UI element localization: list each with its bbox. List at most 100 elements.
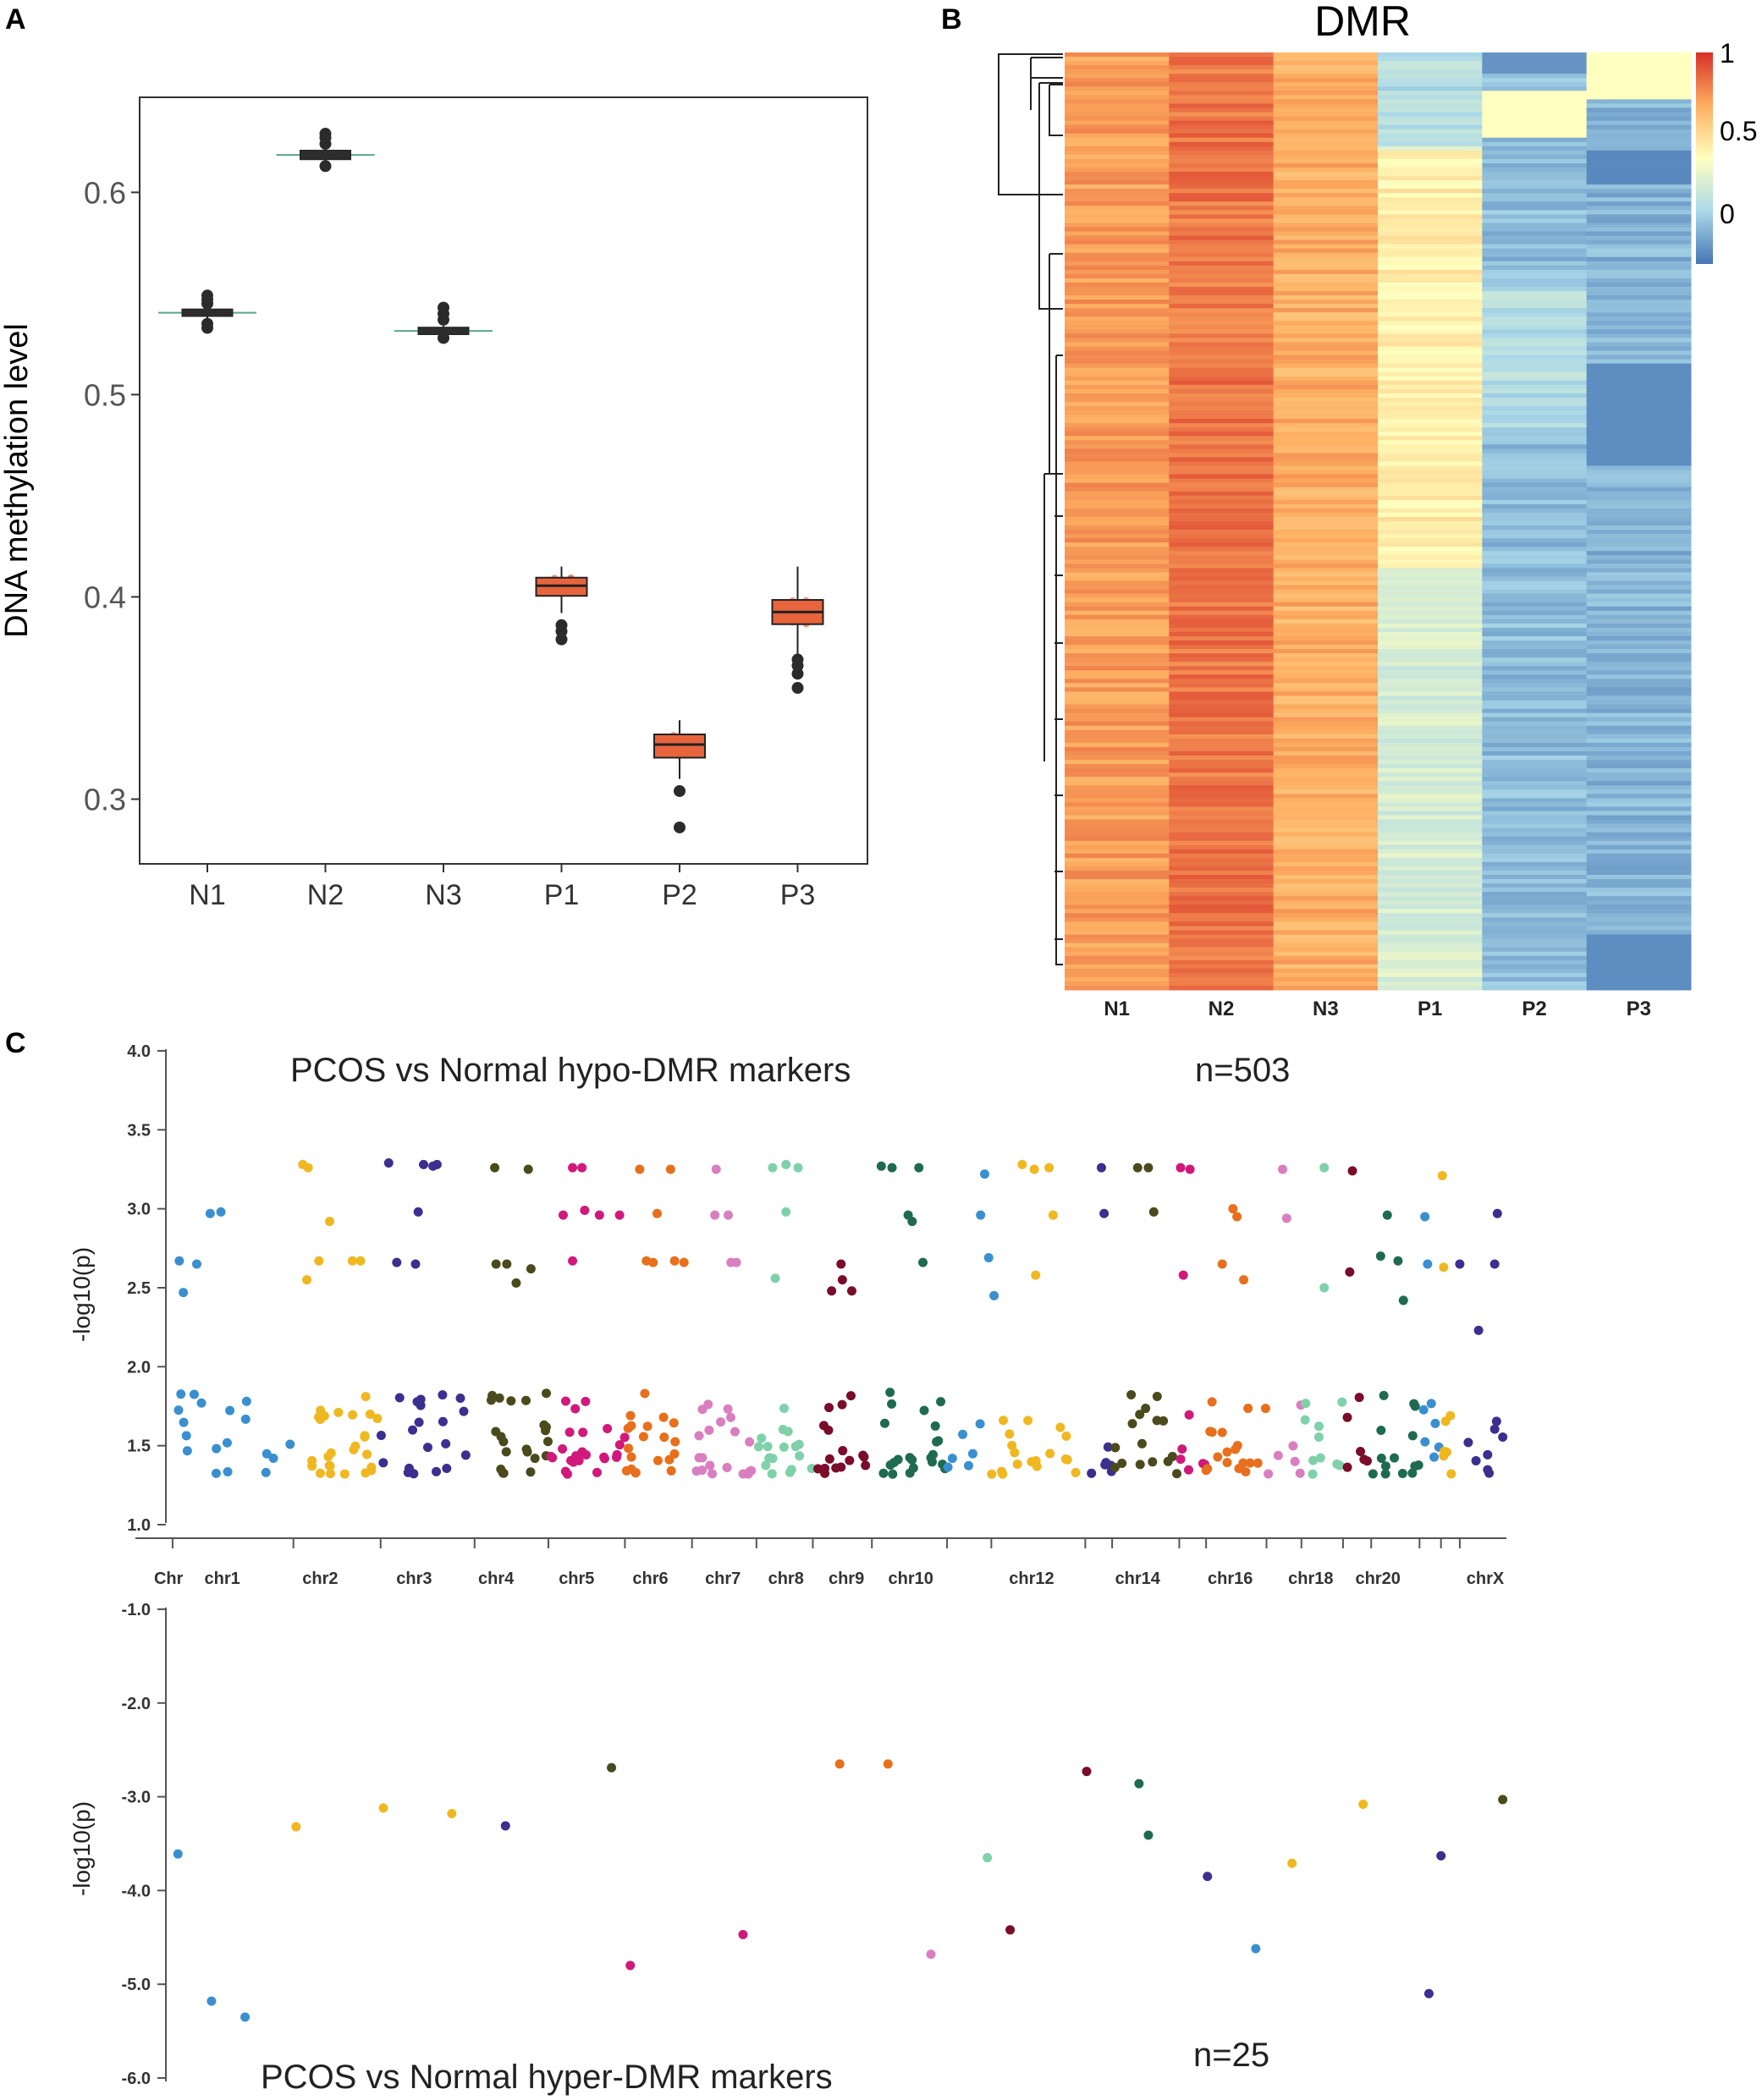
heatmap-cell — [1273, 444, 1379, 449]
heatmap-cell — [1378, 107, 1483, 113]
heatmap-cell — [1169, 393, 1275, 399]
heatmap-cell — [1482, 350, 1588, 356]
heatmap-cell — [1065, 742, 1170, 748]
heatmap-cell — [1482, 712, 1588, 718]
heatmap-cell — [1065, 512, 1170, 518]
heatmap-cell — [1273, 363, 1379, 369]
heatmap-cell — [1586, 597, 1692, 603]
heatmap-cell — [1065, 457, 1170, 462]
heatmap-cell — [1169, 602, 1275, 607]
heatmap-cell — [1378, 679, 1483, 684]
hypo-dmr-point — [307, 1455, 317, 1465]
hypo-dmr-point — [837, 1399, 847, 1410]
heatmap-cell — [1273, 312, 1379, 317]
heatmap-cell — [1586, 342, 1692, 348]
chromosome-label: chr5 — [559, 1570, 594, 1588]
heatmap-cell — [1065, 627, 1170, 633]
heatmap-cell — [1065, 176, 1170, 181]
heatmap-cell — [1273, 921, 1379, 926]
heatmap-cell — [1378, 750, 1483, 756]
heatmap-cell — [1065, 679, 1170, 684]
heatmap-cell — [1586, 141, 1692, 147]
heatmap-cell — [1065, 248, 1170, 254]
heatmap-cell — [1169, 534, 1275, 539]
hypo-dmr-point — [694, 1453, 704, 1463]
heatmap-cell — [1586, 86, 1692, 91]
hypo-dmr-point — [1418, 1405, 1429, 1415]
chromosome-label: chr14 — [1115, 1570, 1161, 1588]
hypo-dmr-point — [708, 1469, 718, 1479]
hypo-dmr-point — [1407, 1431, 1418, 1441]
hypo-dmr-point — [223, 1467, 233, 1477]
heatmap-cell — [1482, 679, 1588, 684]
heatmap-cell — [1586, 95, 1692, 100]
hypo-dmr-point — [963, 1460, 973, 1471]
hypo-dmr-point — [1048, 1210, 1058, 1220]
heatmap-cell — [1065, 146, 1170, 151]
heatmap-cell — [1482, 107, 1588, 113]
heatmap-cell — [1586, 947, 1692, 953]
heatmap-cell — [1065, 355, 1170, 360]
hypo-dmr-point — [174, 1256, 184, 1266]
hyper-dmr-point — [240, 2012, 251, 2022]
box-outlier-point — [438, 301, 449, 314]
heatmap-cell — [1169, 572, 1275, 577]
hypo-dmr-point — [669, 1256, 680, 1266]
hypo-dmr-point — [1087, 1468, 1097, 1478]
chromosome-label: chr16 — [1208, 1570, 1253, 1588]
heatmap-cell — [1065, 133, 1170, 139]
heatmap-cell — [1378, 338, 1483, 343]
heatmap-cell — [1273, 811, 1379, 816]
heatmap-cell — [1065, 218, 1170, 223]
heatmap-cell — [1273, 781, 1379, 786]
heatmap-cell — [1482, 214, 1588, 219]
heatmap-cell — [1586, 934, 1692, 940]
hypo-dmr-point — [1152, 1391, 1162, 1401]
heatmap-cell — [1169, 197, 1275, 202]
heatmap-cell — [1378, 589, 1483, 595]
heatmap-cell — [1169, 248, 1275, 254]
hypo-dmr-point — [1278, 1164, 1288, 1174]
heatmap-cell — [1378, 951, 1483, 957]
heatmap-cell — [1482, 176, 1588, 181]
heatmap-cell — [1065, 662, 1170, 667]
heatmap-cell — [1065, 806, 1170, 811]
heatmap-cell — [1482, 74, 1588, 79]
heatmap-cell — [1482, 384, 1588, 390]
heatmap-cell — [1378, 921, 1483, 926]
heatmap-cell — [1482, 695, 1588, 701]
heatmap-cell — [1065, 853, 1170, 859]
heatmap-cell — [1586, 133, 1692, 139]
heatmap-cell — [1273, 844, 1379, 850]
heatmap-cell — [1065, 781, 1170, 786]
heatmap-cell — [1273, 614, 1379, 620]
heatmap-cell — [1586, 853, 1692, 859]
heatmap-cell — [1169, 99, 1275, 104]
heatmap-cell — [1482, 836, 1588, 842]
hyper-dmr-point — [206, 1996, 217, 2006]
panel-c-bottom-y-ticks: -1.0-2.0-3.0-4.0-5.0-6.0 — [122, 1601, 166, 2088]
heatmap-cell — [1169, 756, 1275, 761]
colorbar-tick-label: 0 — [1720, 199, 1735, 229]
heatmap-cell — [1482, 861, 1588, 867]
heatmap-cell — [1482, 934, 1588, 940]
heatmap-cell — [1273, 695, 1379, 701]
heatmap-cell — [1586, 614, 1692, 620]
heatmap-cell — [1065, 278, 1170, 283]
hypo-dmr-point — [315, 1468, 325, 1478]
heatmap-cell — [1065, 410, 1170, 415]
hypo-dmr-point — [339, 1469, 350, 1479]
heatmap-cell — [1586, 189, 1692, 194]
hypo-dmr-point — [1007, 1440, 1017, 1450]
heatmap-cell — [1169, 499, 1275, 505]
heatmap-cell — [1169, 913, 1275, 918]
heatmap-cell — [1273, 756, 1379, 761]
hypo-dmr-point — [1045, 1449, 1055, 1459]
hypo-dmr-point — [885, 1460, 895, 1470]
heatmap-cell — [1482, 742, 1588, 748]
heatmap-cell — [1169, 827, 1275, 833]
hypo-dmr-point — [314, 1256, 324, 1266]
heatmap-cell — [1273, 78, 1379, 83]
hyper-dmr-point — [1423, 1988, 1434, 1998]
heatmap-cell — [1586, 534, 1692, 539]
